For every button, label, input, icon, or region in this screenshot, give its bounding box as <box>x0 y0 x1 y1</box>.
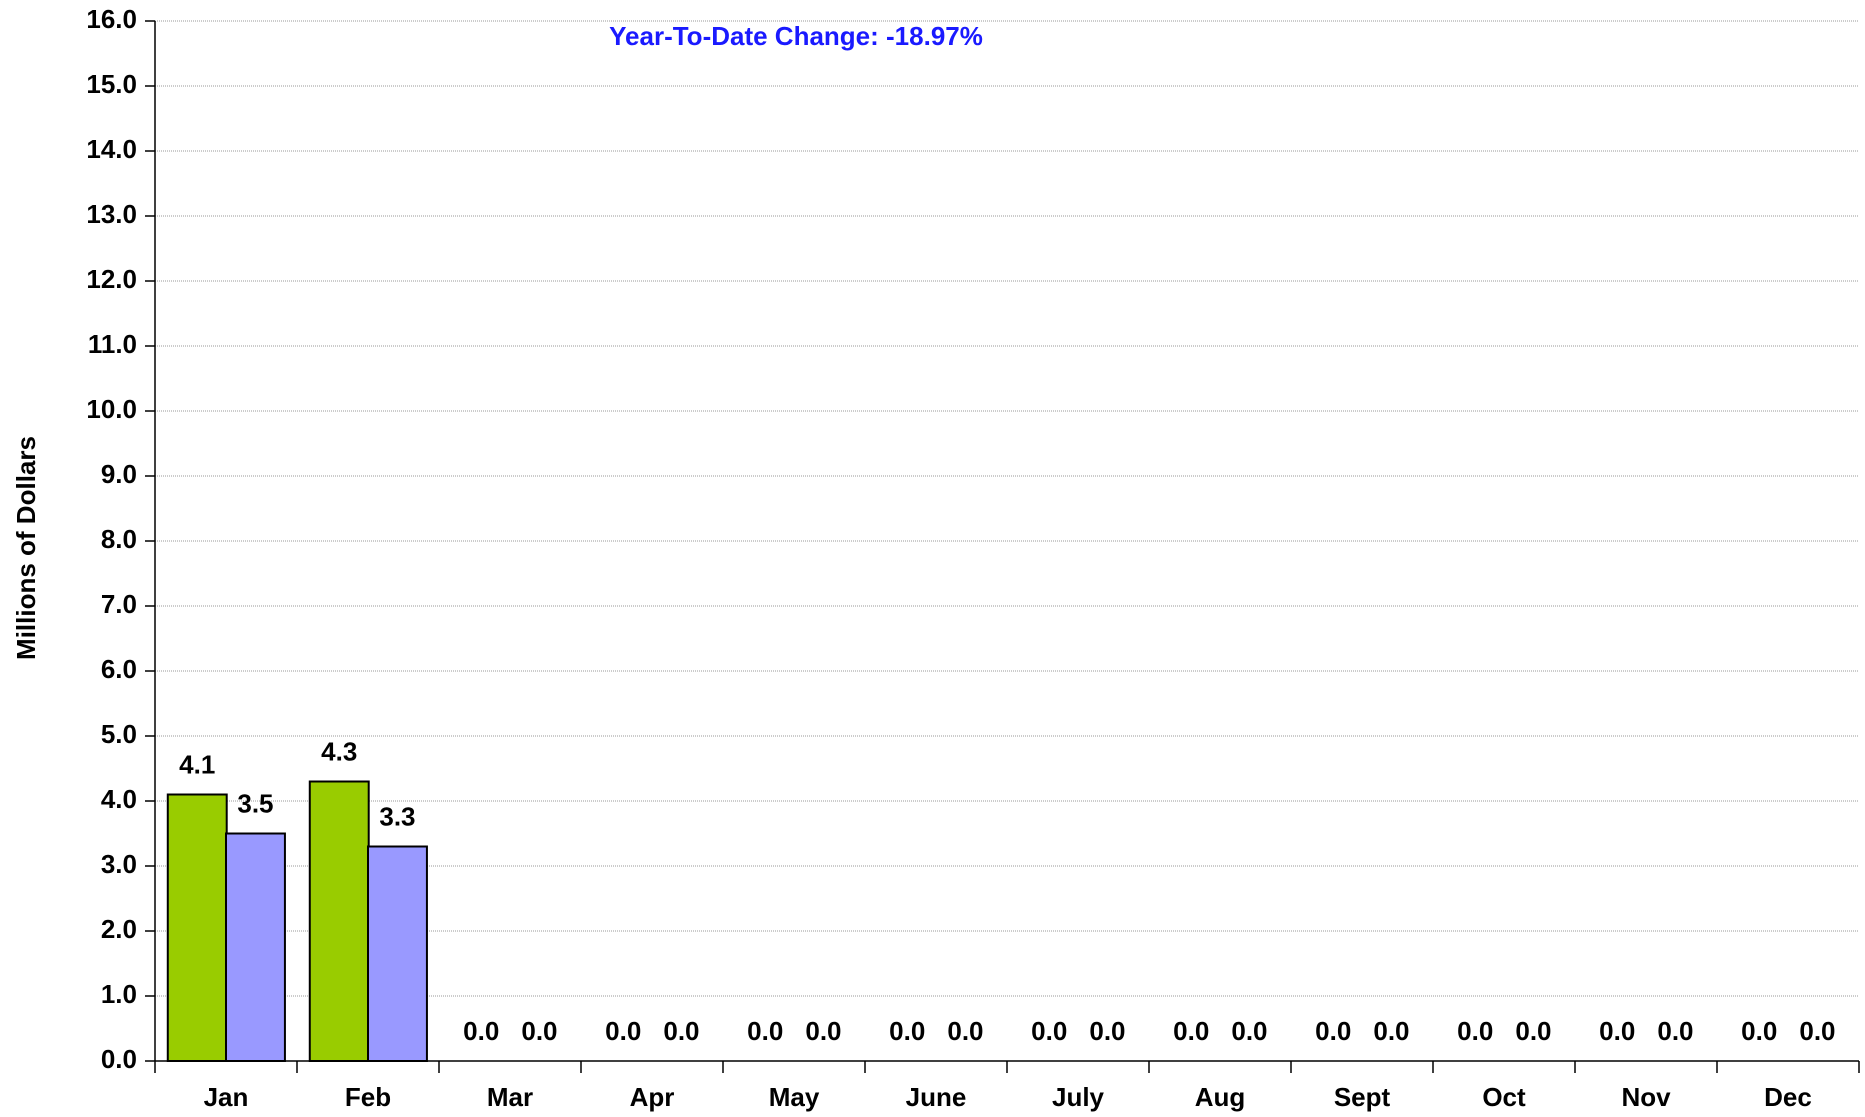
x-tick-label: Dec <box>1764 1082 1812 1112</box>
bar <box>225 832 286 1062</box>
value-label: 0.0 <box>1515 1016 1551 1046</box>
x-tick-label: Mar <box>487 1082 533 1112</box>
value-label: 0.0 <box>747 1016 783 1046</box>
x-tick-label: Oct <box>1482 1082 1526 1112</box>
annotation: Year-To-Date Change: -18.97% <box>609 21 983 51</box>
x-tick-label: Feb <box>345 1082 391 1112</box>
value-label: 0.0 <box>605 1016 641 1046</box>
y-tick-label: 9.0 <box>101 459 137 489</box>
value-label: 0.0 <box>1799 1016 1835 1046</box>
x-tick-label: Nov <box>1621 1082 1671 1112</box>
value-label: 0.0 <box>1373 1016 1409 1046</box>
value-label: 0.0 <box>1599 1016 1635 1046</box>
value-label: 0.0 <box>805 1016 841 1046</box>
value-label: 0.0 <box>1457 1016 1493 1046</box>
x-tick-label: Apr <box>630 1082 675 1112</box>
value-label: 0.0 <box>1741 1016 1777 1046</box>
value-label: 0.0 <box>463 1016 499 1046</box>
value-label: 0.0 <box>1089 1016 1125 1046</box>
value-label: 4.3 <box>321 736 357 766</box>
y-tick-label: 10.0 <box>86 394 137 424</box>
bar <box>166 793 228 1062</box>
y-tick-label: 15.0 <box>86 69 137 99</box>
y-tick-label: 1.0 <box>101 979 137 1009</box>
y-tick-label: 7.0 <box>101 589 137 619</box>
y-tick-label: 12.0 <box>86 264 137 294</box>
value-label: 0.0 <box>1657 1016 1693 1046</box>
y-tick-label: 0.0 <box>101 1044 137 1074</box>
y-tick-label: 14.0 <box>86 134 137 164</box>
y-tick-label: 16.0 <box>86 4 137 34</box>
value-label: 0.0 <box>521 1016 557 1046</box>
y-tick-label: 13.0 <box>86 199 137 229</box>
x-tick-label: May <box>769 1082 820 1112</box>
value-label: 0.0 <box>1173 1016 1209 1046</box>
value-label: 0.0 <box>663 1016 699 1046</box>
y-tick-label: 6.0 <box>101 654 137 684</box>
value-label: 0.0 <box>1231 1016 1267 1046</box>
value-label: 0.0 <box>1315 1016 1351 1046</box>
x-tick-label: Sept <box>1334 1082 1391 1112</box>
y-axis-label: Millions of Dollars <box>11 436 41 660</box>
value-label: 0.0 <box>947 1016 983 1046</box>
y-tick-label: 5.0 <box>101 719 137 749</box>
value-label: 0.0 <box>889 1016 925 1046</box>
y-tick-label: 11.0 <box>88 329 137 359</box>
y-tick-label: 3.0 <box>101 849 137 879</box>
y-tick-label: 4.0 <box>101 784 137 814</box>
value-label: 3.3 <box>379 801 415 831</box>
y-tick-label: 8.0 <box>101 524 137 554</box>
x-tick-label: Aug <box>1195 1082 1246 1112</box>
y-tick-label: 2.0 <box>101 914 137 944</box>
value-label: 4.1 <box>179 749 215 779</box>
x-tick-label: July <box>1052 1082 1105 1112</box>
value-label: 0.0 <box>1031 1016 1067 1046</box>
bar <box>308 780 370 1062</box>
bar <box>367 845 428 1062</box>
x-tick-label: June <box>906 1082 967 1112</box>
x-tick-label: Jan <box>204 1082 249 1112</box>
value-label: 3.5 <box>237 788 273 818</box>
